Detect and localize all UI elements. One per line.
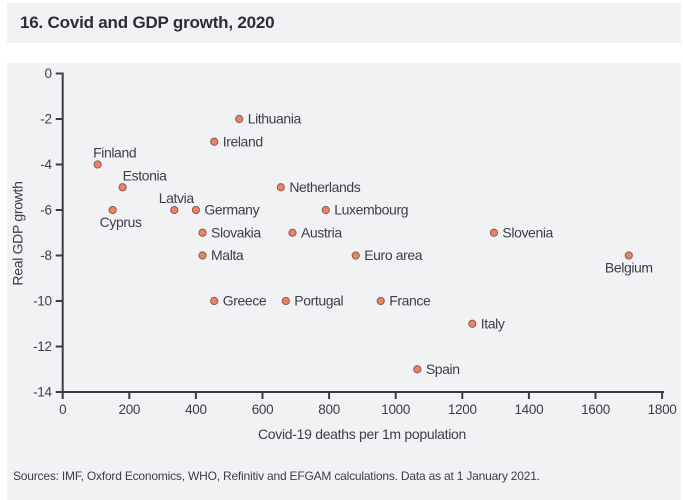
data-point-label: Belgium: [605, 260, 653, 276]
data-point-label: Portugal: [294, 293, 343, 309]
data-point-label: Estonia: [123, 167, 168, 183]
data-point-label: Ireland: [223, 133, 263, 149]
data-point-label: Spain: [426, 361, 460, 377]
x-tick-label: 800: [318, 402, 340, 417]
data-point-label: Netherlands: [289, 179, 360, 195]
y-tick-label: 0: [44, 66, 51, 81]
data-point-label: Luxembourg: [334, 202, 408, 218]
x-axis-title: Covid-19 deaths per 1m population: [257, 426, 467, 442]
y-tick-label: -14: [33, 385, 52, 400]
data-point-label: Cyprus: [100, 214, 142, 230]
data-point-dot: [93, 160, 102, 169]
data-point-dot: [468, 319, 477, 328]
y-axis-title: Real GDP growth: [9, 181, 26, 286]
y-tick-label: -2: [40, 112, 51, 127]
x-tick-label: 0: [59, 402, 66, 417]
data-point-dot: [276, 183, 285, 192]
x-tick-label: 1000: [381, 402, 410, 417]
data-point-dot: [288, 228, 297, 237]
data-point-dot: [210, 296, 219, 306]
x-tick-label: 600: [252, 402, 274, 417]
x-tick-label: 400: [185, 402, 207, 417]
y-tick-label: -8: [40, 248, 51, 263]
chart-title-bar: 16. Covid and GDP growth, 2020: [7, 3, 681, 43]
scatter-chart: 0 -2 -4 -6 -8 -10 -12 -14 0 200 400 600 800 1000 1200 1…: [33, 66, 677, 417]
data-point-label: Lithuania: [248, 111, 302, 127]
data-point-dot: [281, 296, 290, 306]
x-tick-label: 200: [118, 402, 140, 417]
data-point-dot: [170, 205, 179, 215]
data-point-label: Austria: [301, 224, 342, 240]
data-point-dot: [489, 228, 499, 237]
data-point-dot: [413, 365, 422, 374]
data-point-label: Slovakia: [211, 224, 261, 240]
data-point-label: Slovenia: [502, 224, 553, 240]
x-tick-label: 1400: [514, 402, 543, 417]
y-tick-label: -4: [40, 157, 52, 172]
x-tick-label: 1800: [648, 402, 677, 417]
data-point-label: Germany: [204, 202, 259, 218]
data-point-dot: [376, 296, 385, 306]
chart-panel: 0 -2 -4 -6 -8 -10 -12 -14 0 200 400 600 800 1000 1200 1…: [7, 63, 681, 500]
data-point-label: France: [389, 293, 431, 309]
data-point-dot: [198, 228, 207, 237]
data-point-label: Greece: [223, 293, 267, 309]
data-point-dot: [235, 114, 244, 124]
x-tick-label: 1200: [448, 402, 477, 417]
data-point-label: Latvia: [159, 190, 195, 206]
y-tick-label: -10: [33, 294, 52, 309]
data-point-label: Finland: [93, 145, 136, 161]
chart-title: 16. Covid and GDP growth, 2020: [20, 13, 275, 32]
data-point-dot: [118, 183, 127, 192]
source-note: Sources: IMF, Oxford Economics, WHO, Ref…: [13, 469, 540, 483]
data-point-dot: [351, 251, 360, 260]
data-point-label: Euro area: [364, 247, 422, 263]
data-point-dot: [210, 137, 219, 146]
data-point-dot: [191, 205, 200, 215]
y-tick-label: -6: [40, 203, 51, 218]
data-point-label: Malta: [211, 247, 244, 263]
y-tick-label: -12: [33, 339, 52, 354]
data-point-dot: [624, 251, 633, 260]
data-point-dot: [321, 205, 330, 215]
data-point-label: Italy: [481, 315, 505, 331]
data-point-dot: [198, 251, 207, 260]
x-tick-label: 1600: [581, 402, 610, 417]
data-point-dot: [108, 205, 117, 215]
